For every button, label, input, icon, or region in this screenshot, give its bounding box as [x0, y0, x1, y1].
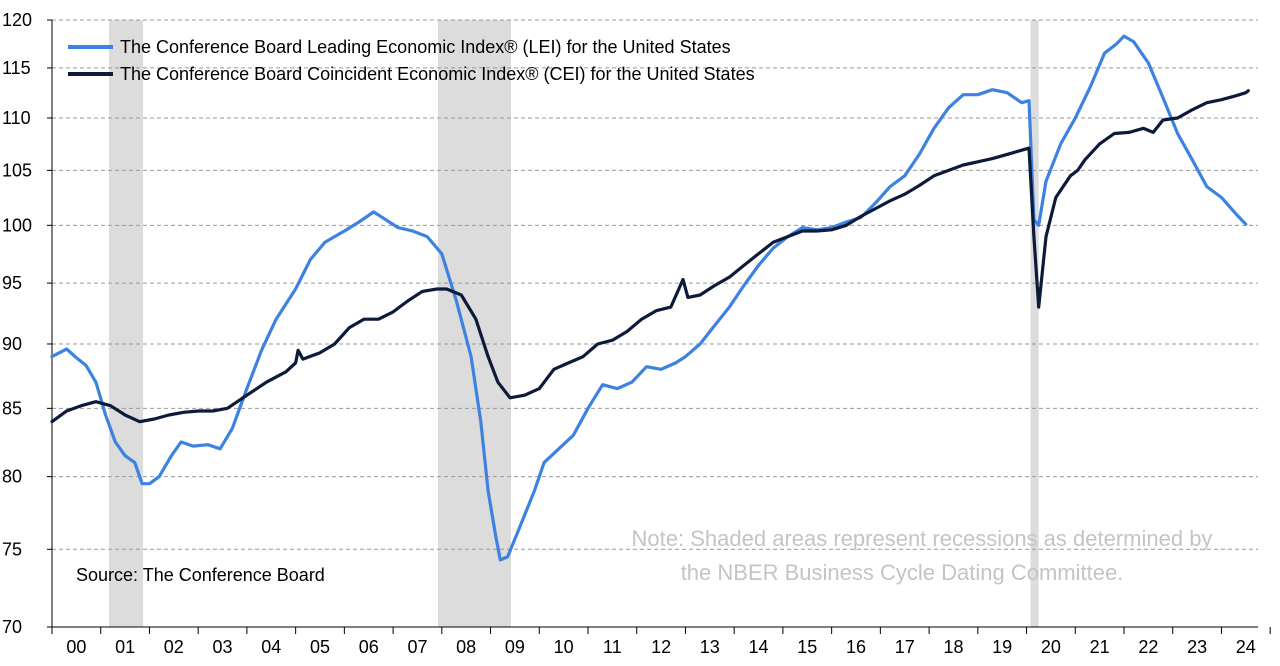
- legend: The Conference Board Leading Economic In…: [68, 37, 755, 84]
- y-tick-label: 95: [2, 273, 22, 293]
- y-tick-label: 70: [2, 617, 22, 637]
- x-tick-label: 13: [700, 637, 720, 657]
- x-tick-label: 03: [213, 637, 233, 657]
- recession-band: [109, 20, 144, 627]
- legend-label-lei: The Conference Board Leading Economic In…: [120, 37, 731, 57]
- y-tick-label: 75: [2, 539, 22, 559]
- y-tick-label: 110: [2, 108, 31, 128]
- y-tick-label: 120: [2, 10, 32, 30]
- legend-label-cei: The Conference Board Coincident Economic…: [120, 64, 755, 84]
- x-tick-label: 23: [1187, 637, 1207, 657]
- x-tick-label: 11: [603, 637, 622, 657]
- y-tick-label: 105: [2, 160, 32, 180]
- recession-band: [437, 20, 512, 627]
- x-tick-label: 09: [505, 637, 525, 657]
- y-tick-label: 85: [2, 398, 22, 418]
- y-tick-label: 80: [2, 467, 22, 487]
- x-tick-label: 08: [456, 637, 476, 657]
- recession-note-line-2: the NBER Business Cycle Dating Committee…: [681, 560, 1124, 585]
- x-tick-label: 06: [359, 637, 379, 657]
- recession-band: [1030, 20, 1039, 627]
- cei-series-line: [50, 89, 1250, 424]
- recession-note-line-1: Note: Shaded areas represent recessions …: [632, 526, 1213, 551]
- y-tick-label: 115: [2, 58, 31, 78]
- x-tick-label: 12: [651, 637, 671, 657]
- x-tick-label: 02: [164, 637, 184, 657]
- x-tick-label: 21: [1090, 637, 1110, 657]
- series-lines: [50, 34, 1250, 562]
- y-tick-label: 90: [2, 334, 22, 354]
- lei-series-line: [50, 34, 1248, 562]
- x-axis-ticks: 00 01 02 03 04 05 06 07 08 09 10 11 12 13 14 15 16 17 18 19…: [51, 627, 1271, 657]
- recession-bands: [109, 20, 1039, 627]
- x-tick-label: 05: [310, 637, 330, 657]
- x-tick-label: 04: [261, 637, 281, 657]
- y-tick-label: 100: [2, 215, 32, 235]
- x-tick-label: 18: [943, 637, 963, 657]
- x-tick-label: 10: [554, 637, 574, 657]
- x-tick-label: 20: [1041, 637, 1061, 657]
- gridlines: [52, 19, 1258, 550]
- x-tick-label: 15: [797, 637, 817, 657]
- x-tick-label: 01: [115, 637, 135, 657]
- y-axis-ticks: 120 115 110 105 100 95 90 85 80 75 70: [2, 10, 52, 637]
- x-tick-label: 14: [749, 637, 769, 657]
- source-label: Source: The Conference Board: [76, 565, 325, 585]
- x-tick-label: 07: [407, 637, 427, 657]
- x-tick-label: 22: [1138, 637, 1158, 657]
- x-tick-label: 19: [992, 637, 1012, 657]
- x-tick-label: 17: [895, 637, 915, 657]
- x-tick-label: 16: [846, 637, 866, 657]
- x-tick-label: 24: [1236, 637, 1256, 657]
- x-tick-label: 00: [66, 637, 86, 657]
